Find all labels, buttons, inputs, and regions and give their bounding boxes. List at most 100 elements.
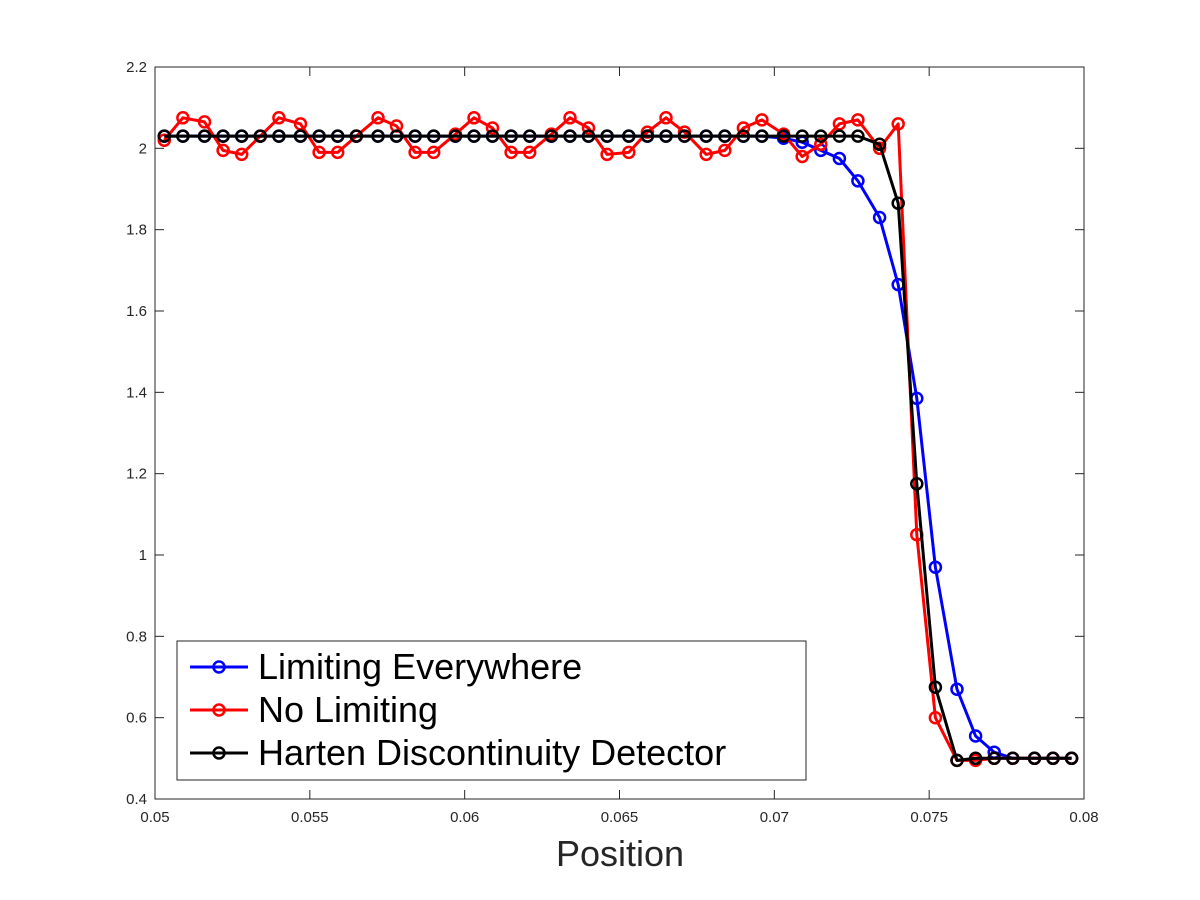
data-point: [736, 129, 751, 143]
x-axis-title: Position: [556, 833, 684, 874]
data-point: [699, 129, 713, 143]
data-point: [659, 111, 673, 125]
x-tick-label: 0.065: [601, 809, 639, 826]
data-point: [1006, 751, 1020, 766]
series-line: [164, 134, 1072, 762]
legend-swatch-marker: [212, 746, 226, 760]
data-point: [522, 129, 537, 143]
data-point: [872, 210, 887, 225]
x-tick-label: 0.05: [140, 809, 169, 826]
data-point: [426, 129, 441, 143]
data-point: [795, 129, 809, 143]
legend-label: No Limiting: [258, 689, 438, 730]
data-point: [216, 143, 230, 158]
data-point: [622, 129, 636, 143]
y-tick-label: 1.6: [126, 303, 147, 320]
data-point: [640, 129, 655, 143]
data-point: [408, 129, 422, 143]
data-point: [176, 129, 190, 143]
data-point: [950, 682, 964, 696]
data-point: [622, 145, 636, 160]
axis-ticks: 0.05 0.055 0.06 0.065 0.07 0.075 0.08 0.4 0.6 0.8…: [126, 59, 1098, 826]
data-point: [699, 147, 713, 162]
y-tick-label: 1: [139, 547, 147, 564]
y-tick-label: 0.4: [126, 791, 147, 808]
data-point: [851, 174, 865, 188]
data-point: [1027, 751, 1042, 766]
data-point: [504, 129, 518, 143]
data-point: [293, 129, 308, 143]
data-point: [910, 477, 924, 491]
data-point: [312, 129, 326, 143]
data-point: [581, 121, 596, 135]
data-point: [832, 151, 847, 166]
data-point: [600, 147, 614, 162]
data-point: [968, 729, 983, 743]
data-point: [1064, 751, 1079, 766]
data-point: [253, 129, 268, 143]
data-point: [312, 145, 326, 160]
legend-box: [176, 640, 807, 781]
data-point: [544, 129, 559, 143]
data-point: [718, 143, 732, 158]
data-point: [755, 129, 769, 143]
data-point: [330, 145, 345, 160]
x-tick-label: 0.07: [760, 809, 789, 826]
data-point: [467, 111, 481, 125]
data-point: [234, 129, 249, 143]
data-point: [197, 129, 212, 143]
data-point: [600, 129, 614, 143]
series-2: [157, 129, 1079, 768]
data-point: [504, 145, 518, 160]
legend-label: Harten Discontinuity Detector: [258, 732, 726, 773]
data-point: [157, 129, 172, 143]
data-point: [928, 710, 943, 725]
data-point: [389, 129, 404, 143]
data-point: [677, 129, 692, 143]
data-point: [485, 121, 500, 135]
data-point: [851, 129, 865, 143]
y-tick-label: 0.6: [126, 710, 147, 727]
data-point: [371, 129, 385, 143]
x-tick-label: 0.06: [450, 809, 479, 826]
data-point: [891, 117, 905, 131]
data-point: [851, 113, 865, 127]
data-point: [330, 129, 345, 143]
data-point: [928, 680, 943, 694]
data-point: [349, 129, 364, 143]
legend-entry: No Limiting: [190, 689, 438, 730]
data-point: [467, 129, 481, 143]
data-point: [176, 111, 190, 125]
data-point: [216, 129, 230, 143]
y-tick-label: 1.8: [126, 222, 147, 239]
data-point: [872, 137, 887, 152]
data-point: [736, 121, 751, 135]
data-point: [928, 560, 943, 574]
data-point: [522, 145, 537, 160]
data-point: [563, 111, 577, 125]
y-tick-label: 0.8: [126, 628, 147, 645]
data-point: [234, 147, 249, 162]
data-point: [563, 129, 577, 143]
data-point: [814, 129, 828, 143]
data-point: [795, 149, 809, 164]
data-point: [987, 751, 1001, 766]
data-point: [968, 751, 983, 766]
x-tick-label: 0.075: [910, 809, 948, 826]
legend-swatch-marker: [212, 703, 226, 717]
y-tick-label: 2.2: [126, 59, 147, 76]
data-point: [718, 129, 732, 143]
data-point: [581, 129, 596, 143]
data-point: [814, 137, 828, 152]
data-point: [426, 145, 441, 160]
series-layer: [157, 111, 1079, 768]
data-point: [371, 111, 385, 125]
data-point: [1046, 751, 1060, 766]
data-point: [891, 196, 905, 210]
data-point: [448, 129, 463, 143]
data-point: [659, 129, 673, 143]
y-tick-label: 1.2: [126, 466, 147, 483]
data-point: [776, 129, 791, 143]
data-point: [272, 111, 286, 125]
